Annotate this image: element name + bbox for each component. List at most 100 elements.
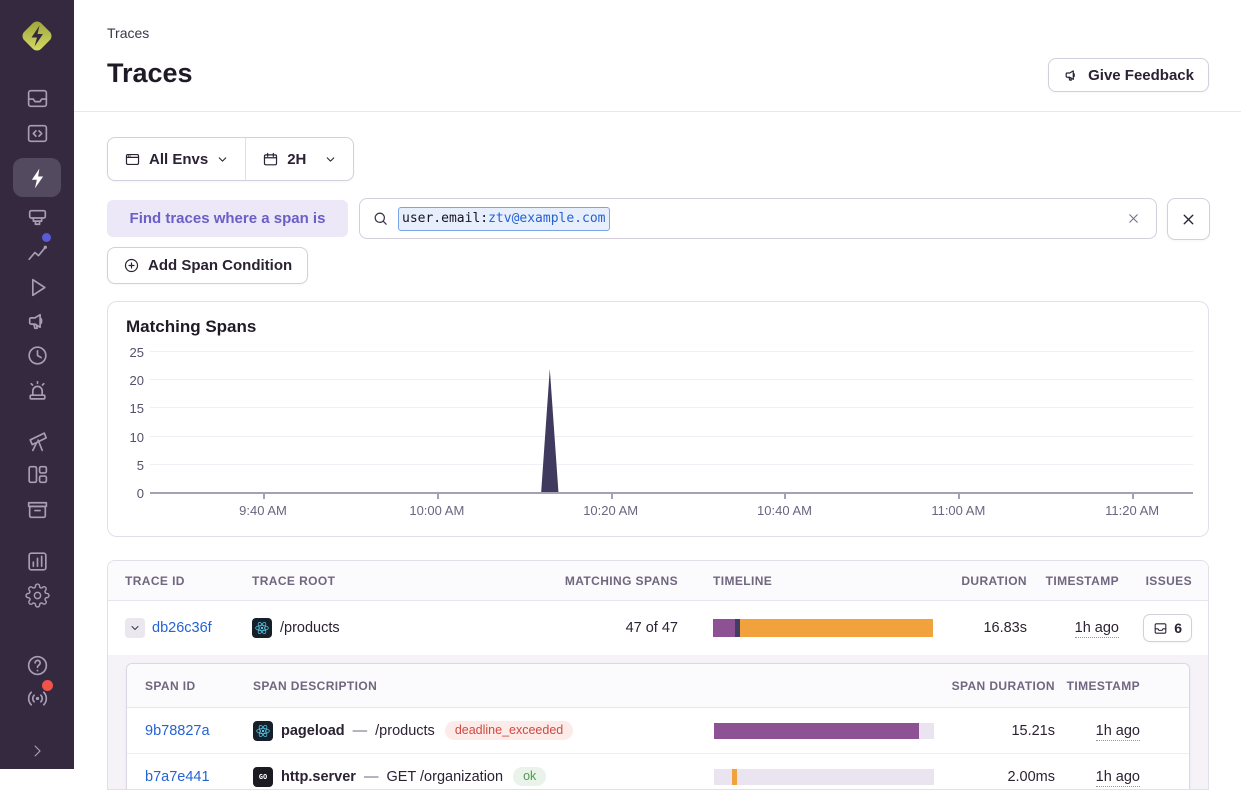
y-axis-label: 15 [114, 401, 144, 416]
y-axis-label: 10 [114, 430, 144, 445]
react-icon [252, 618, 272, 638]
remove-condition-button[interactable] [1167, 198, 1210, 240]
span-id-link[interactable]: 9b78827a [145, 723, 210, 739]
add-span-condition-label: Add Span Condition [148, 257, 292, 274]
x-axis-label: 11:00 AM [918, 503, 998, 518]
token-key: user.email: [402, 211, 488, 226]
search-icon [372, 210, 389, 227]
sidebar [0, 0, 74, 769]
go-icon: GO [253, 767, 273, 787]
trace-timeline-bar[interactable] [713, 619, 933, 637]
sidebar-item-issues[interactable] [0, 80, 74, 116]
trace-id-link[interactable]: db26c36f [152, 620, 212, 636]
megaphone-icon [1063, 67, 1080, 84]
sidebar-item-alerts[interactable] [0, 371, 74, 407]
window-icon [124, 151, 141, 168]
lightning-bolt-icon [25, 166, 50, 191]
span-timestamp[interactable]: 1h ago [1096, 769, 1140, 787]
span-duration: 15.21s [934, 723, 1055, 739]
sidebar-item-help[interactable] [0, 647, 74, 683]
col-span-id: SPAN ID [145, 679, 253, 693]
y-axis-label: 0 [114, 486, 144, 501]
give-feedback-button[interactable]: Give Feedback [1048, 58, 1209, 92]
sidebar-item-feedback[interactable] [0, 303, 74, 339]
x-axis-label: 11:20 AM [1092, 503, 1172, 518]
col-trace-id: TRACE ID [125, 574, 252, 588]
sidebar-item-service-status[interactable] [0, 680, 74, 716]
trace-issues-button[interactable]: 6 [1143, 614, 1192, 642]
environment-filter-label: All Envs [149, 151, 208, 168]
time-range-filter[interactable]: 2H [246, 138, 353, 180]
trend-chart-icon [25, 240, 50, 265]
x-axis-tick [611, 494, 613, 499]
x-axis-label: 10:00 AM [397, 503, 477, 518]
chevron-down-icon [216, 153, 229, 166]
breadcrumb[interactable]: Traces [107, 25, 149, 41]
span-row: b7a7e441 GO http.server — GET /organizat… [127, 754, 1189, 790]
span-bar-fill [714, 723, 919, 739]
app-logo[interactable] [15, 14, 59, 58]
bar-chart-icon [25, 549, 50, 574]
question-circle-icon [25, 653, 50, 678]
y-axis-label: 5 [114, 458, 144, 473]
col-span-timestamp: TIMESTAMP [1055, 679, 1140, 693]
matching-spans-count: 47 of 47 [563, 620, 678, 636]
sidebar-item-projects[interactable] [0, 200, 74, 236]
page-title: Traces [107, 58, 193, 89]
sidebar-item-stats[interactable] [0, 543, 74, 579]
span-op: http.server [281, 769, 356, 785]
collapse-trace-button[interactable] [125, 618, 145, 638]
x-icon [1180, 211, 1197, 228]
col-span-description: SPAN DESCRIPTION [253, 679, 714, 693]
x-axis-tick [263, 494, 265, 499]
sidebar-item-performance[interactable] [0, 160, 74, 196]
issues-count: 6 [1174, 620, 1182, 636]
chevron-down-icon [129, 622, 141, 634]
span-duration: 2.00ms [934, 769, 1055, 785]
clock-icon [25, 343, 50, 368]
span-id-link[interactable]: b7a7e441 [145, 769, 210, 785]
trace-root-name[interactable]: /products [280, 620, 340, 636]
insights-notification-dot [42, 233, 51, 242]
archive-box-icon [25, 497, 50, 522]
sidebar-item-releases[interactable] [0, 337, 74, 373]
traces-table-header: TRACE ID TRACE ROOT MATCHING SPANS TIMEL… [108, 561, 1208, 601]
chevron-down-icon [324, 153, 337, 166]
sidebar-item-settings[interactable] [0, 577, 74, 613]
span-search-input[interactable]: user.email:ztv@example.com [359, 198, 1157, 239]
clear-search-icon[interactable] [1122, 208, 1144, 230]
filter-group: All Envs 2H [107, 137, 354, 181]
environment-filter[interactable]: All Envs [108, 138, 245, 180]
sidebar-item-dashboards[interactable] [0, 456, 74, 492]
x-axis-label: 10:40 AM [744, 503, 824, 518]
x-axis-tick [958, 494, 960, 499]
sidebar-item-insights[interactable] [0, 234, 74, 270]
sidebar-item-explore[interactable] [0, 115, 74, 151]
sidebar-item-replays[interactable] [0, 269, 74, 305]
add-span-condition-button[interactable]: Add Span Condition [107, 247, 308, 284]
search-token[interactable]: user.email:ztv@example.com [398, 207, 610, 231]
x-axis-tick [1132, 494, 1134, 499]
main-content: Traces Traces Give Feedback All Envs 2H … [74, 0, 1241, 769]
sidebar-collapse-button[interactable] [0, 733, 74, 769]
siren-icon [25, 377, 50, 402]
col-trace-root: TRACE ROOT [252, 574, 563, 588]
span-timestamp[interactable]: 1h ago [1096, 723, 1140, 741]
trace-timestamp[interactable]: 1h ago [1075, 620, 1119, 638]
give-feedback-label: Give Feedback [1088, 67, 1194, 84]
span-description: GET /organization [386, 769, 503, 785]
y-axis-label: 20 [114, 373, 144, 388]
span-duration-bar [714, 769, 934, 785]
chart-title: Matching Spans [126, 317, 256, 337]
col-duration: DURATION [933, 574, 1027, 588]
sidebar-item-stories[interactable] [0, 491, 74, 527]
calendar-icon [262, 151, 279, 168]
sidebar-item-discover[interactable] [0, 423, 74, 459]
chevron-right-icon [28, 742, 46, 760]
token-value: ztv@example.com [488, 211, 605, 226]
matching-spans-panel: Matching Spans 05101520259:40 AM10:00 AM… [107, 301, 1209, 537]
separator: — [364, 769, 379, 785]
x-axis-label: 9:40 AM [223, 503, 303, 518]
col-issues: ISSUES [1119, 574, 1192, 588]
span-row: 9b78827a pageload — /products deadline_e… [127, 708, 1189, 754]
